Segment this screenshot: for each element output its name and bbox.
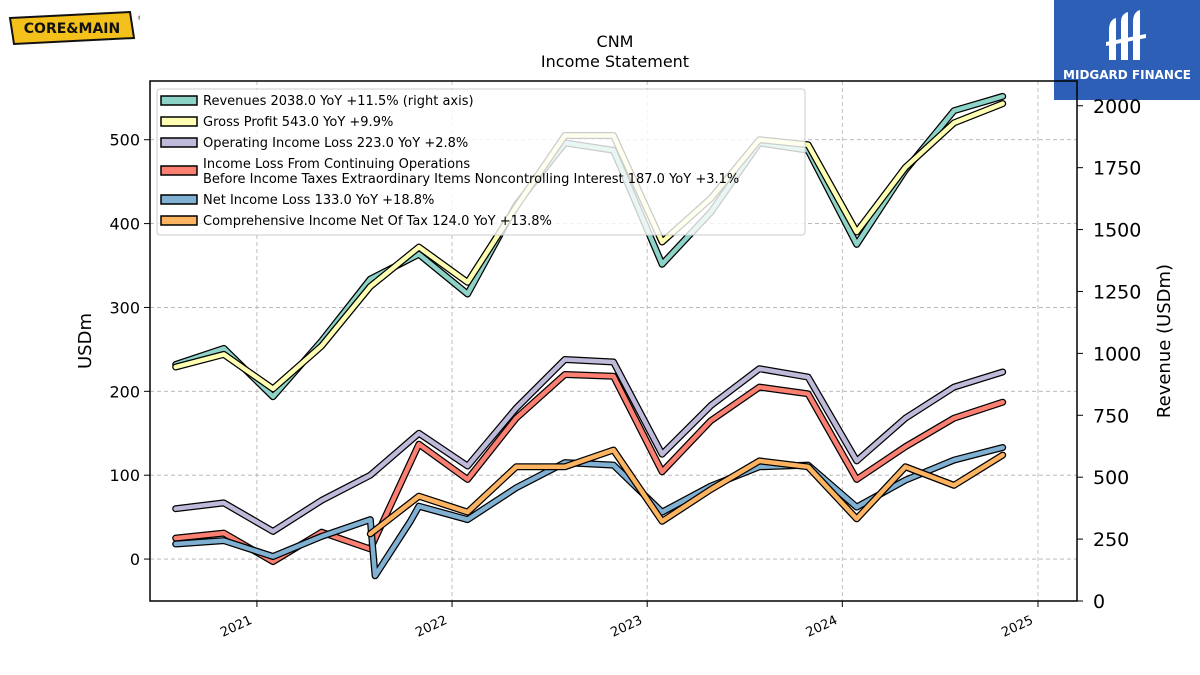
midgard-finance-logo-text: MIDGARD FINANCE xyxy=(1063,68,1191,82)
x-tick-label: 2023 xyxy=(609,613,645,641)
legend-item-operating-income-loss: Operating Income Loss 223.0 YoY +2.8% xyxy=(160,136,468,151)
midgard-finance-logo: MIDGARD FINANCE xyxy=(1054,0,1200,100)
series-income-loss-from-continuing-operations-before-income-taxes-extraordinary-items-noncontrolling-interest xyxy=(172,371,1007,566)
x-tick-label: 2025 xyxy=(999,613,1035,641)
legend-label: Operating Income Loss 223.0 YoY +2.8% xyxy=(203,136,468,151)
legend-item-net-income-loss: Net Income Loss 133.0 YoY +18.8% xyxy=(160,193,434,208)
series-line xyxy=(368,447,1005,537)
series-outline xyxy=(172,371,1007,566)
right-axis: 0 250 500 750 1000 1250 1500 1750 2000 xyxy=(1077,96,1141,613)
legend-swatch xyxy=(160,215,198,226)
legend-item-revenues: Revenues 2038.0 YoY +11.5% (right axis) xyxy=(160,94,474,109)
y-tick-label: 500 xyxy=(109,131,140,150)
y-tick-label: 0 xyxy=(130,550,140,569)
series-line xyxy=(173,445,1005,579)
legend-swatch xyxy=(160,95,198,106)
midgard-emblem-icon xyxy=(1106,10,1146,60)
y-right-tick-label: 1750 xyxy=(1093,158,1141,180)
series-net-income-loss xyxy=(172,444,1007,580)
legend-label: Comprehensive Income Net Of Tax 124.0 Yo… xyxy=(203,214,552,229)
y-right-tick-label: 250 xyxy=(1093,529,1129,551)
x-tick-label: 2024 xyxy=(804,613,840,641)
legend-swatch xyxy=(160,137,198,148)
chart-subtitle: Income Statement xyxy=(540,52,690,71)
legend-swatch xyxy=(160,165,198,176)
legend-swatch xyxy=(160,194,198,205)
y-right-tick-label: 500 xyxy=(1093,467,1129,489)
legend-label: Net Income Loss 133.0 YoY +18.8% xyxy=(203,193,434,208)
y-axis-right-label: Revenue (USDm) xyxy=(1154,264,1175,418)
x-axis: 2021 2022 2023 2024 2025 xyxy=(218,601,1039,641)
legend-label: Income Loss From Continuing Operations Be… xyxy=(203,157,739,187)
y-right-tick-label: 1000 xyxy=(1093,343,1141,365)
y-right-tick-label: 750 xyxy=(1093,405,1129,427)
legend-swatch xyxy=(160,116,198,127)
legend-item-gross-profit: Gross Profit 543.0 YoY +9.9% xyxy=(160,115,393,130)
y-right-tick-label: 1250 xyxy=(1093,281,1141,303)
x-tick-label: 2022 xyxy=(413,613,449,641)
y-tick-label: 200 xyxy=(109,382,140,401)
series-comprehensive-income-net-of-tax xyxy=(366,446,1007,538)
x-tick-label: 2021 xyxy=(218,613,254,641)
left-axis: 0 100 200 300 400 500 xyxy=(109,131,150,569)
legend: Revenues 2038.0 YoY +11.5% (right axis) G… xyxy=(156,88,806,236)
core-and-main-logo: CORE&MAIN ® xyxy=(8,10,140,46)
series-line xyxy=(173,357,1005,534)
y-tick-label: 400 xyxy=(109,215,140,234)
legend-label: Revenues 2038.0 YoY +11.5% (right axis) xyxy=(203,94,474,109)
chart-title: CNM xyxy=(596,32,634,51)
y-tick-label: 300 xyxy=(109,298,140,317)
series-operating-income-loss xyxy=(172,356,1007,535)
svg-text:®: ® xyxy=(137,15,140,22)
core-and-main-logo-text: CORE&MAIN xyxy=(24,21,120,37)
legend-item-income-loss-from-continuing-operations-before-income-taxes-extraordinary-items-noncontrolling-interest: Income Loss From Continuing Operations Be… xyxy=(160,157,739,187)
legend-box xyxy=(156,88,806,236)
y-axis-label: USDm xyxy=(75,313,96,369)
legend-label: Gross Profit 543.0 YoY +9.9% xyxy=(203,115,393,130)
y-right-tick-label: 1500 xyxy=(1093,220,1141,242)
legend-item-comprehensive-income-net-of-tax: Comprehensive Income Net Of Tax 124.0 Yo… xyxy=(160,214,552,229)
y-right-tick-label: 0 xyxy=(1093,591,1105,613)
y-tick-label: 100 xyxy=(109,466,140,485)
y-right-tick-label: 2000 xyxy=(1093,96,1141,118)
plot-frame xyxy=(149,80,1078,602)
series-outline xyxy=(172,356,1007,535)
